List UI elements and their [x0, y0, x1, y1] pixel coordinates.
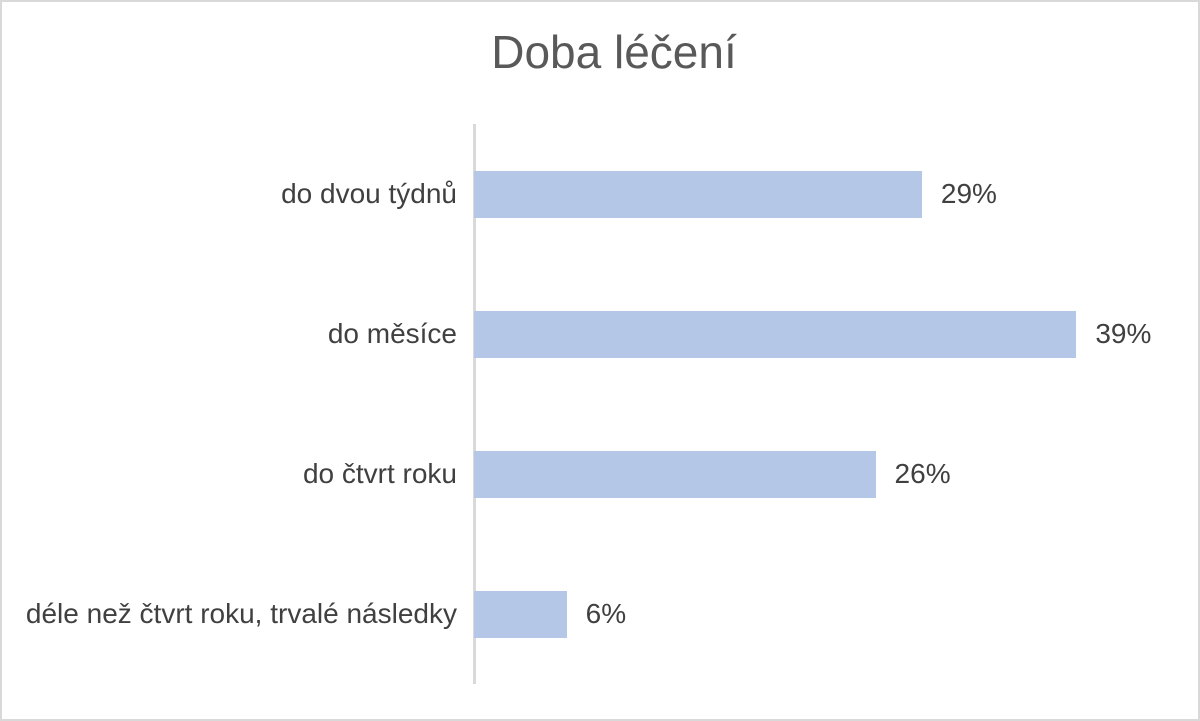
bar — [474, 450, 876, 498]
category-label: do dvou týdnů — [281, 177, 457, 209]
category-label: déle než čtvrt roku, trvalé následky — [25, 597, 457, 629]
plot-area: do dvou týdnů 29% do měsíce 39% do čtvrt… — [2, 124, 1198, 684]
value-label: 26% — [894, 458, 951, 489]
bar — [474, 310, 1077, 358]
value-label: 39% — [1095, 318, 1152, 349]
bar-rows: do dvou týdnů 29% do měsíce 39% do čtvrt… — [2, 124, 1198, 684]
bar-row: do čtvrt roku 26% — [2, 404, 1198, 544]
chart-title: Doba léčení — [491, 26, 737, 78]
bar-area: 29% — [474, 124, 1198, 264]
bar-area: 39% — [474, 264, 1198, 404]
bar — [474, 170, 922, 218]
bar-row: do dvou týdnů 29% — [2, 124, 1198, 264]
category-axis-line — [473, 124, 476, 684]
bar-row: déle než čtvrt roku, trvalé následky 6% — [2, 544, 1198, 684]
category-label: do čtvrt roku — [302, 457, 457, 489]
category-label: do měsíce — [327, 317, 457, 349]
bar-area: 6% — [474, 544, 1198, 684]
bar-area: 26% — [474, 404, 1198, 544]
bar-row: do měsíce 39% — [2, 264, 1198, 404]
value-label: 6% — [585, 598, 627, 629]
value-label: 29% — [940, 178, 997, 209]
bar — [474, 590, 567, 638]
